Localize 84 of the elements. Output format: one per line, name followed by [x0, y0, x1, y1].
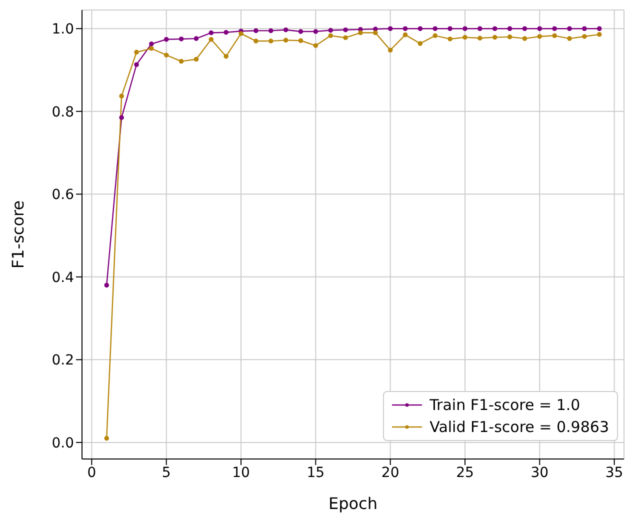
point: [507, 26, 512, 32]
point: [462, 26, 468, 32]
point: [372, 30, 378, 36]
legend-label: Valid F1-score = 0.9863: [430, 417, 609, 438]
point: [462, 34, 468, 40]
point: [358, 30, 363, 36]
point: [432, 33, 438, 38]
point: [492, 26, 498, 32]
point: [313, 43, 318, 48]
point: [134, 62, 139, 68]
point: [194, 56, 199, 62]
point: [596, 26, 602, 32]
point: [283, 27, 288, 32]
point: [372, 26, 378, 32]
point: [208, 30, 214, 36]
point: [224, 54, 228, 59]
point: [418, 41, 423, 46]
point: [178, 58, 184, 64]
point: [208, 36, 214, 42]
point: [178, 36, 184, 42]
point: [402, 26, 408, 32]
point: [119, 94, 124, 98]
point: [104, 282, 110, 288]
point: [418, 26, 423, 32]
y-tick-label: 0.2: [52, 352, 74, 369]
point: [298, 38, 304, 44]
x-tick-label: 25: [456, 464, 474, 481]
x-tick-label: 0: [87, 464, 96, 481]
point: [507, 34, 512, 40]
point: [432, 26, 438, 32]
x-tick-label: 35: [605, 464, 624, 481]
point: [119, 115, 124, 120]
point: [134, 50, 139, 55]
y-tick-label: 0.6: [52, 187, 74, 204]
point: [254, 28, 258, 34]
point: [298, 29, 304, 34]
x-axis-title: Epoch: [328, 494, 378, 513]
point: [149, 46, 154, 51]
point: [328, 33, 334, 38]
point: [283, 38, 288, 43]
point: [164, 36, 169, 42]
point: [402, 32, 408, 38]
point: [328, 28, 334, 33]
point: [522, 26, 528, 32]
point: [567, 36, 572, 41]
point: [492, 34, 498, 40]
point: [567, 26, 572, 32]
point: [224, 30, 228, 35]
point: [448, 36, 452, 42]
point: [343, 27, 348, 32]
legend-label: Train F1-score = 1.0: [430, 395, 580, 416]
point: [582, 26, 587, 32]
point: [448, 26, 452, 32]
y-tick-label: 0.4: [52, 270, 74, 286]
y-tick-label: 1.0: [52, 22, 74, 38]
point: [537, 34, 542, 39]
x-tick-label: 20: [381, 464, 400, 481]
point: [104, 436, 110, 441]
y-axis-title: F1-score: [8, 200, 28, 269]
point: [254, 38, 258, 44]
y-tick-label: 0.8: [52, 104, 74, 120]
x-tick-label: 5: [162, 464, 171, 481]
point: [164, 52, 169, 58]
point: [388, 26, 393, 32]
point: [582, 34, 587, 39]
point: [149, 42, 154, 46]
x-tick-label: 15: [306, 464, 325, 481]
x-tick-label: 30: [530, 464, 549, 481]
point: [552, 33, 557, 38]
point: [478, 36, 482, 41]
point: [388, 48, 393, 53]
point: [194, 36, 199, 41]
point: [268, 28, 274, 34]
point: [596, 32, 602, 37]
y-tick-label: 0.0: [52, 435, 74, 452]
point: [478, 26, 482, 32]
point: [268, 38, 274, 44]
point: [313, 29, 318, 34]
x-tick-label: 10: [232, 464, 250, 481]
point: [343, 35, 348, 40]
point: [238, 31, 244, 36]
point: [522, 36, 528, 41]
point: [552, 26, 557, 32]
point: [537, 26, 542, 32]
